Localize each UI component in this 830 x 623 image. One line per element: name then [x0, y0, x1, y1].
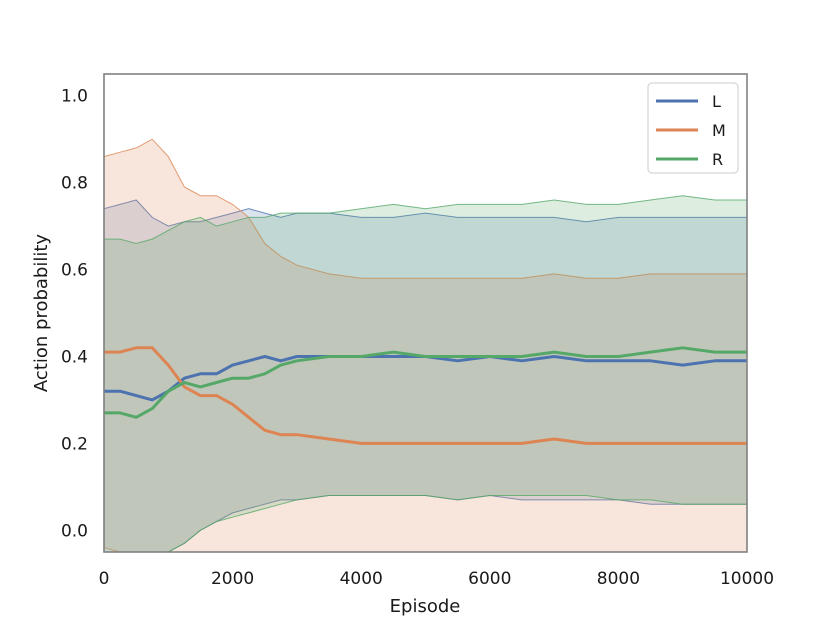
- x-axis-label: Episode: [390, 596, 461, 617]
- band-upper-edge-m: [103, 138, 747, 279]
- x-tick-label: 10000: [720, 569, 774, 589]
- legend: LMR: [647, 82, 739, 174]
- legend-box: [647, 82, 739, 174]
- band-upper-edge-r: [104, 195, 747, 245]
- series-lines: [104, 346, 747, 445]
- plot-frame: [103, 73, 748, 553]
- band-r: [104, 195, 747, 552]
- legend-label-r: R: [712, 150, 723, 169]
- y-axis-label: Action probability: [31, 234, 52, 392]
- x-tick-label: 2000: [211, 569, 254, 589]
- confidence-bands: [103, 138, 747, 553]
- y-axis-ticks: 0.0 0.2 0.4 0.6 0.8 1.0: [61, 87, 88, 542]
- band-lower-edge-r: [104, 495, 747, 553]
- x-tick-label: 6000: [468, 569, 511, 589]
- series-line-r: [104, 346, 747, 419]
- x-tick-label: 8000: [597, 569, 640, 589]
- y-tick-label: 0.4: [61, 347, 88, 367]
- legend-label-m: M: [712, 121, 726, 140]
- legend-label-l: L: [712, 92, 721, 111]
- y-tick-label: 0.0: [61, 521, 88, 541]
- band-m: [104, 139, 747, 552]
- y-tick-label: 0.6: [61, 261, 88, 281]
- x-tick-label: 0: [99, 569, 110, 589]
- y-tick-label: 0.8: [61, 174, 88, 194]
- band-l: [104, 200, 747, 552]
- x-tick-label: 4000: [340, 569, 383, 589]
- series-line-m: [104, 346, 747, 445]
- y-tick-label: 0.2: [61, 434, 88, 454]
- y-tick-label: 1.0: [61, 87, 88, 107]
- x-axis-ticks: 0 2000 4000 6000 8000 10000: [99, 569, 774, 589]
